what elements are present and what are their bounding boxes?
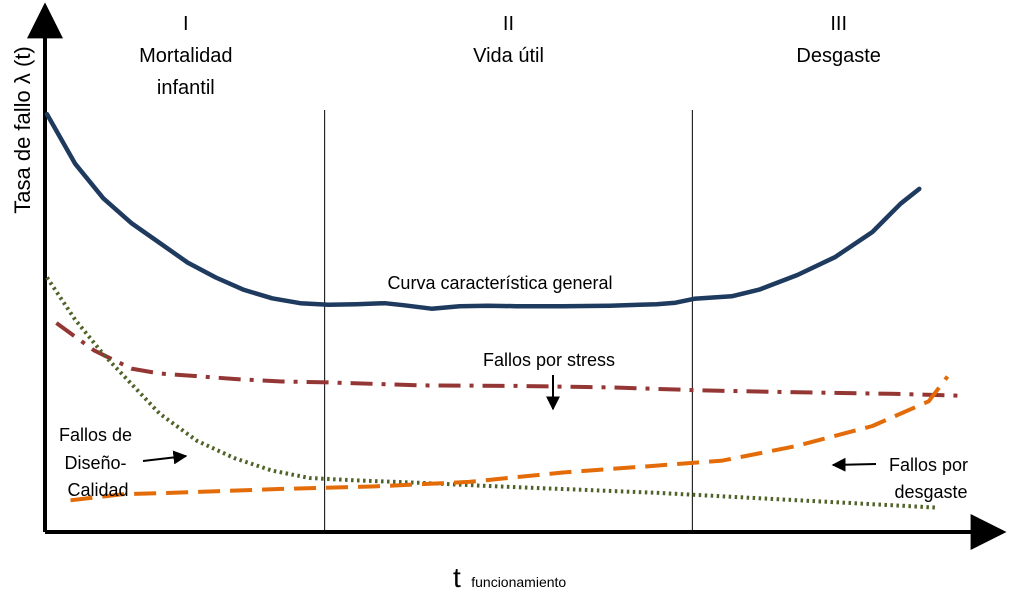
diseno-arrow	[142, 450, 188, 465]
diseno-label-line-2: Diseño-	[64, 453, 126, 473]
phase-name-line: infantil	[157, 77, 215, 99]
series-desgaste-line	[70, 375, 950, 503]
phase-name-line: Mortalidad	[139, 45, 232, 67]
phase-numeral: I	[183, 13, 189, 35]
x-axis-label: t funcionamiento	[453, 562, 566, 593]
series-general-line	[44, 111, 922, 311]
y-axis-label: Tasa de fallo λ (t)	[10, 46, 35, 214]
diseno-label-line-1: Fallos de	[59, 425, 132, 445]
x-axis-label-sub: funcionamiento	[471, 574, 566, 590]
x-axis-label-main: t	[453, 562, 461, 593]
series-stress-line	[55, 321, 967, 398]
phase-numeral: III	[830, 13, 847, 35]
series-diseno-line	[45, 276, 939, 510]
desgaste-arrow	[831, 457, 877, 472]
diseno-label: Fallos de Diseño- Calidad	[59, 425, 137, 500]
stress-label: Fallos por stress	[483, 350, 615, 370]
phase-numeral: II	[503, 13, 514, 35]
phase-label-2: II Vida útil	[473, 13, 544, 67]
general-curve-label: Curva característica general	[387, 273, 612, 293]
series-group	[44, 111, 967, 510]
phase-name-line: Desgaste	[796, 45, 881, 67]
desgaste-label: Fallos por desgaste	[889, 455, 973, 502]
phase-labels: I Mortalidad infantil II Vida útil III Desgast…	[139, 13, 881, 99]
desgaste-label-line-1: Fallos por	[889, 455, 968, 475]
phase-label-1: I Mortalidad infantil	[139, 13, 232, 99]
desgaste-label-line-2: desgaste	[894, 482, 967, 502]
diseno-label-line-3: Calidad	[67, 480, 128, 500]
phase-name-line: Vida útil	[473, 45, 544, 67]
phase-dividers	[324, 110, 693, 530]
phase-label-3: III Desgaste	[796, 13, 881, 67]
